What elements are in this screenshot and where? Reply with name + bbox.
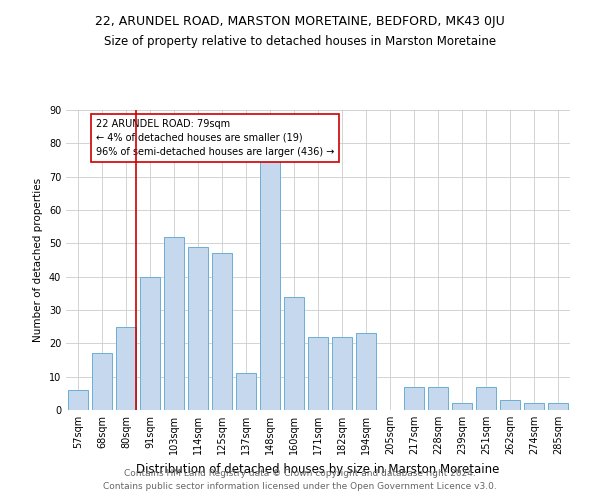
Y-axis label: Number of detached properties: Number of detached properties [33, 178, 43, 342]
Bar [212, 254, 232, 410]
Bar [452, 404, 472, 410]
Text: Size of property relative to detached houses in Marston Moretaine: Size of property relative to detached ho… [104, 35, 496, 48]
X-axis label: Distribution of detached houses by size in Marston Moretaine: Distribution of detached houses by size … [136, 462, 500, 475]
Bar [140, 276, 160, 410]
Text: Contains HM Land Registry data © Crown copyright and database right 2024.: Contains HM Land Registry data © Crown c… [124, 468, 476, 477]
Bar [332, 336, 352, 410]
Bar [356, 334, 376, 410]
Bar [308, 336, 328, 410]
Bar [68, 390, 88, 410]
Bar [260, 160, 280, 410]
Bar [404, 386, 424, 410]
Bar [164, 236, 184, 410]
Text: 22, ARUNDEL ROAD, MARSTON MORETAINE, BEDFORD, MK43 0JU: 22, ARUNDEL ROAD, MARSTON MORETAINE, BED… [95, 15, 505, 28]
Bar [236, 374, 256, 410]
Bar [92, 354, 112, 410]
Bar [548, 404, 568, 410]
Bar [524, 404, 544, 410]
Bar [116, 326, 136, 410]
Bar [284, 296, 304, 410]
Bar [476, 386, 496, 410]
Text: 22 ARUNDEL ROAD: 79sqm
← 4% of detached houses are smaller (19)
96% of semi-deta: 22 ARUNDEL ROAD: 79sqm ← 4% of detached … [96, 119, 335, 157]
Bar [500, 400, 520, 410]
Bar [188, 246, 208, 410]
Text: Contains public sector information licensed under the Open Government Licence v3: Contains public sector information licen… [103, 482, 497, 491]
Bar [428, 386, 448, 410]
